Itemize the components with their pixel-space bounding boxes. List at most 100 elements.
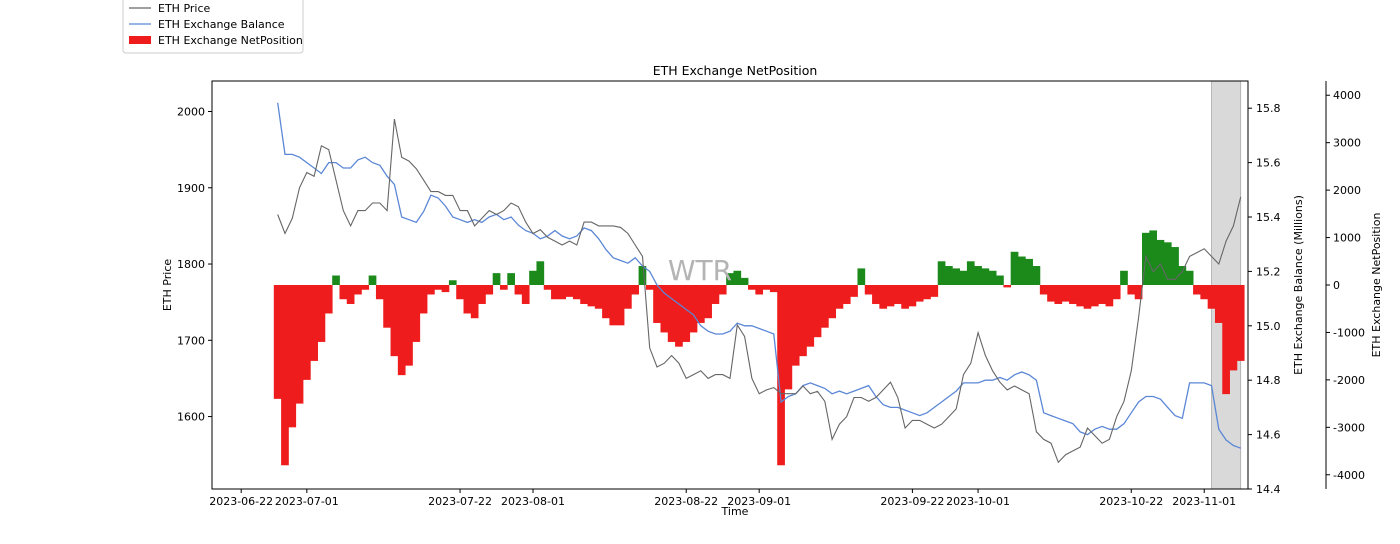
netposition-bar — [514, 285, 523, 295]
x-tick-label: 2023-07-22 — [428, 495, 492, 508]
netposition-bar — [981, 268, 990, 285]
netposition-bar — [580, 285, 588, 304]
netposition-bar — [375, 285, 384, 300]
netposition-bar — [332, 275, 340, 285]
netposition-bar — [295, 285, 304, 404]
netposition-bar — [1134, 285, 1143, 300]
price-tick-label: 2000 — [177, 106, 205, 119]
balance-tick-label: 15.2 — [1256, 265, 1281, 278]
netposition-bar — [1193, 285, 1201, 295]
netposition-bar — [879, 285, 888, 309]
netposition-bar — [616, 285, 625, 326]
netposition-bar — [507, 273, 515, 285]
balance-line — [277, 102, 1241, 449]
netposition-tick-label: -3000 — [1333, 421, 1365, 434]
netposition-bar — [543, 285, 552, 290]
netposition-bar — [1112, 285, 1121, 300]
netposition-bar — [405, 285, 413, 366]
netposition-bar — [645, 285, 654, 290]
netposition-bar — [777, 285, 785, 466]
netposition-bar — [1222, 285, 1230, 395]
balance-axis-label: ETH Exchange Balance (Millions) — [1292, 195, 1305, 375]
x-tick-label: 2023-08-22 — [654, 495, 718, 508]
netposition-bar — [1003, 285, 1012, 288]
netposition-bar — [1214, 285, 1223, 323]
legend-balance-label: ETH Exchange Balance — [158, 18, 285, 31]
netposition-bar — [667, 285, 676, 342]
netposition-bar — [762, 285, 771, 290]
netposition-bar — [521, 285, 530, 304]
netposition-bar — [799, 285, 807, 357]
legend-netposition-swatch — [129, 36, 151, 44]
netposition-bar — [1010, 251, 1019, 285]
netposition-bar — [733, 270, 742, 285]
netposition-bar — [1236, 285, 1245, 361]
netposition-bar — [1098, 285, 1106, 304]
netposition-bars — [273, 230, 1245, 466]
netposition-tick-label: 1000 — [1333, 232, 1361, 245]
x-tick-label: 2023-06-22 — [209, 495, 273, 508]
netposition-bar — [1127, 285, 1136, 295]
netposition-bar — [288, 285, 297, 428]
netposition-axis-label: ETH Exchange NetPosition — [1370, 213, 1383, 358]
netposition-bar — [303, 285, 311, 380]
x-tick-label: 2023-11-01 — [1172, 495, 1236, 508]
netposition-bar — [354, 285, 362, 295]
x-tick-label: 2023-09-22 — [880, 495, 944, 508]
netposition-bar — [1025, 258, 1033, 285]
netposition-bar — [1039, 285, 1048, 295]
netposition-bar — [551, 285, 559, 300]
legend-price-label: ETH Price — [158, 2, 211, 15]
netposition-bar — [281, 285, 289, 466]
netposition-bar — [1185, 270, 1194, 285]
netposition-bar — [945, 266, 953, 285]
netposition-bar — [966, 261, 975, 285]
netposition-bar — [310, 285, 318, 361]
netposition-bar — [791, 285, 800, 366]
netposition-bar — [324, 285, 333, 314]
price-tick-label: 1700 — [177, 334, 205, 347]
netposition-bar — [470, 285, 479, 319]
netposition-bar — [1163, 242, 1172, 285]
netposition-bar — [456, 285, 464, 300]
netposition-tick-label: -1000 — [1333, 326, 1365, 339]
netposition-bar — [558, 285, 567, 300]
netposition-bar — [1076, 285, 1085, 307]
netposition-bar — [740, 277, 749, 285]
x-tick-label: 2023-10-22 — [1099, 495, 1163, 508]
netposition-bar — [893, 285, 902, 304]
netposition-bar — [339, 285, 348, 300]
netposition-bar — [806, 285, 815, 347]
netposition-bar — [784, 285, 793, 390]
legend: ETH Price ETH Exchange Balance ETH Excha… — [122, 0, 304, 54]
price-axis-label: ETH Price — [161, 259, 174, 312]
netposition-bar — [594, 285, 603, 309]
netposition-bar — [886, 285, 895, 307]
netposition-bar — [602, 285, 610, 319]
netposition-bar — [565, 285, 574, 297]
netposition-bar — [1149, 230, 1158, 285]
netposition-bar — [1200, 285, 1209, 300]
netposition-bar — [821, 285, 829, 328]
netposition-bar — [397, 285, 406, 376]
netposition-tick-label: 2000 — [1333, 184, 1361, 197]
netposition-tick-label: -4000 — [1333, 469, 1365, 482]
netposition-bar — [361, 285, 370, 290]
netposition-bar — [1090, 285, 1099, 307]
balance-tick-label: 14.6 — [1256, 429, 1281, 442]
netposition-bar — [572, 285, 581, 300]
balance-axis-ticks: 14.4 14.6 14.8 15.0 15.2 15.4 15.6 15.8 — [1248, 102, 1281, 496]
netposition-bar — [1083, 285, 1092, 309]
netposition-bar — [996, 275, 1004, 285]
netposition-tick-label: 0 — [1333, 279, 1340, 292]
netposition-bar — [1069, 285, 1077, 304]
netposition-bar — [988, 270, 997, 285]
netposition-bar — [704, 285, 712, 319]
netposition-bar — [1229, 285, 1238, 371]
price-tick-label: 1600 — [177, 411, 205, 424]
netposition-bar — [689, 285, 698, 333]
netposition-bar — [850, 285, 858, 297]
netposition-bar — [835, 285, 844, 309]
netposition-bar — [682, 285, 691, 342]
